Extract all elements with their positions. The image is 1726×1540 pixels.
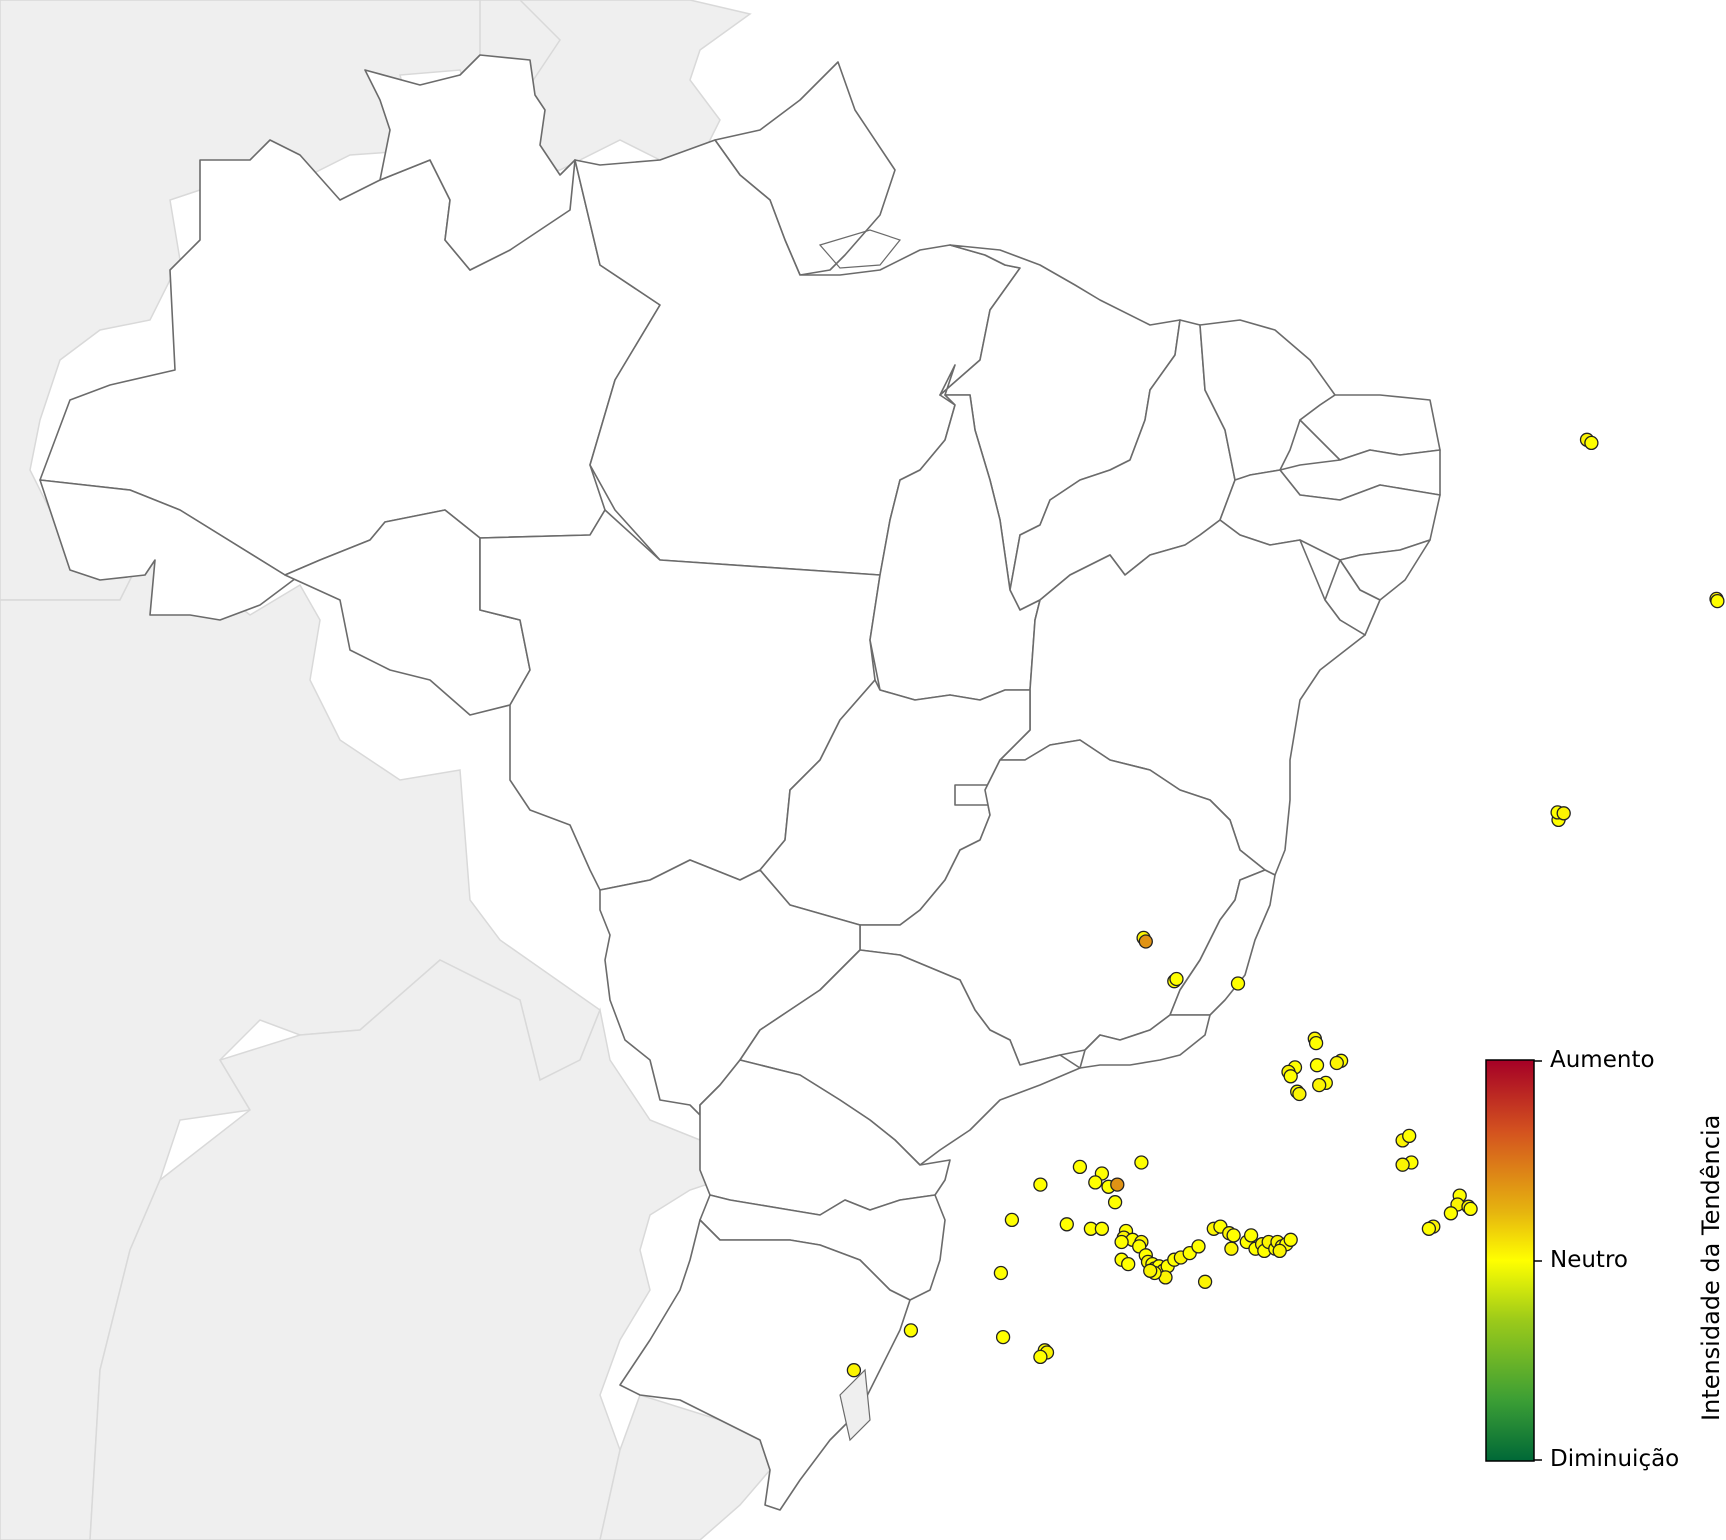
station-marker [1710,593,1725,609]
station-marker [1033,1177,1048,1192]
marajo-island [818,229,902,269]
state-rio-de-janeiro [1079,1014,1211,1069]
station-marker [1230,976,1246,991]
station-marker [1395,1157,1410,1172]
station-marker [1107,1195,1123,1210]
station-marker [1226,1228,1241,1243]
station-marker [1421,1221,1437,1236]
station-marker [1191,1239,1206,1254]
colorbar-label-aumento: Aumento [1550,1047,1655,1073]
station-marker [1443,1206,1459,1221]
station-marker [1114,1234,1129,1250]
station-marker [1121,1256,1136,1272]
brazil-states [39,54,1441,1511]
station-marker [846,1363,862,1378]
station-marker [993,1265,1009,1281]
station-marker [1312,1077,1327,1093]
state-rio-grande-do-sul [619,1219,911,1511]
station-marker [1272,1243,1287,1259]
state-roraima [364,54,576,271]
colorbar-gradient [1485,1059,1535,1462]
station-marker [1004,1212,1020,1228]
station-marker [1283,1232,1298,1247]
station-marker [1584,435,1599,451]
station-marker [1143,1263,1158,1278]
station-marker [1556,806,1571,821]
station-marker [903,1323,919,1338]
station-marker [1094,1221,1110,1236]
station-marker [1463,1201,1478,1217]
colorbar [1485,1059,1542,1462]
state-ceara [1199,319,1336,486]
station-marker [1402,1128,1417,1144]
neighbor-venezuela-colombia [0,0,752,601]
station-marker [1224,1241,1239,1256]
station-marker [1033,1349,1048,1365]
station-marker [1134,1155,1149,1170]
colorbar-label-diminuicao: Diminuição [1550,1446,1680,1472]
state-df [954,784,991,806]
station-marker [1243,1228,1259,1243]
station-marker [1309,1058,1325,1073]
station-marker [1169,971,1184,987]
station-marker [1072,1159,1088,1175]
neighboring-countries [0,0,771,1540]
colorbar-label-neutro: Neutro [1550,1247,1628,1273]
station-marker [1138,934,1153,949]
station-marker [1110,1177,1125,1192]
coast-details [818,229,902,1442]
station-marker [1283,1069,1298,1084]
station-marker [1088,1175,1103,1190]
station-marker [1308,1035,1324,1051]
station-marker [1292,1086,1307,1102]
station-markers [846,432,1725,1378]
state-sao-paulo [739,949,1081,1166]
colorbar-title: Intensidade da Tendência [1697,1114,1725,1421]
station-marker [995,1329,1011,1345]
lagoa-dos-patos [839,1368,871,1442]
station-marker [1197,1274,1213,1289]
state-acre [39,479,301,621]
station-marker [1059,1217,1074,1232]
station-marker [1329,1055,1344,1071]
